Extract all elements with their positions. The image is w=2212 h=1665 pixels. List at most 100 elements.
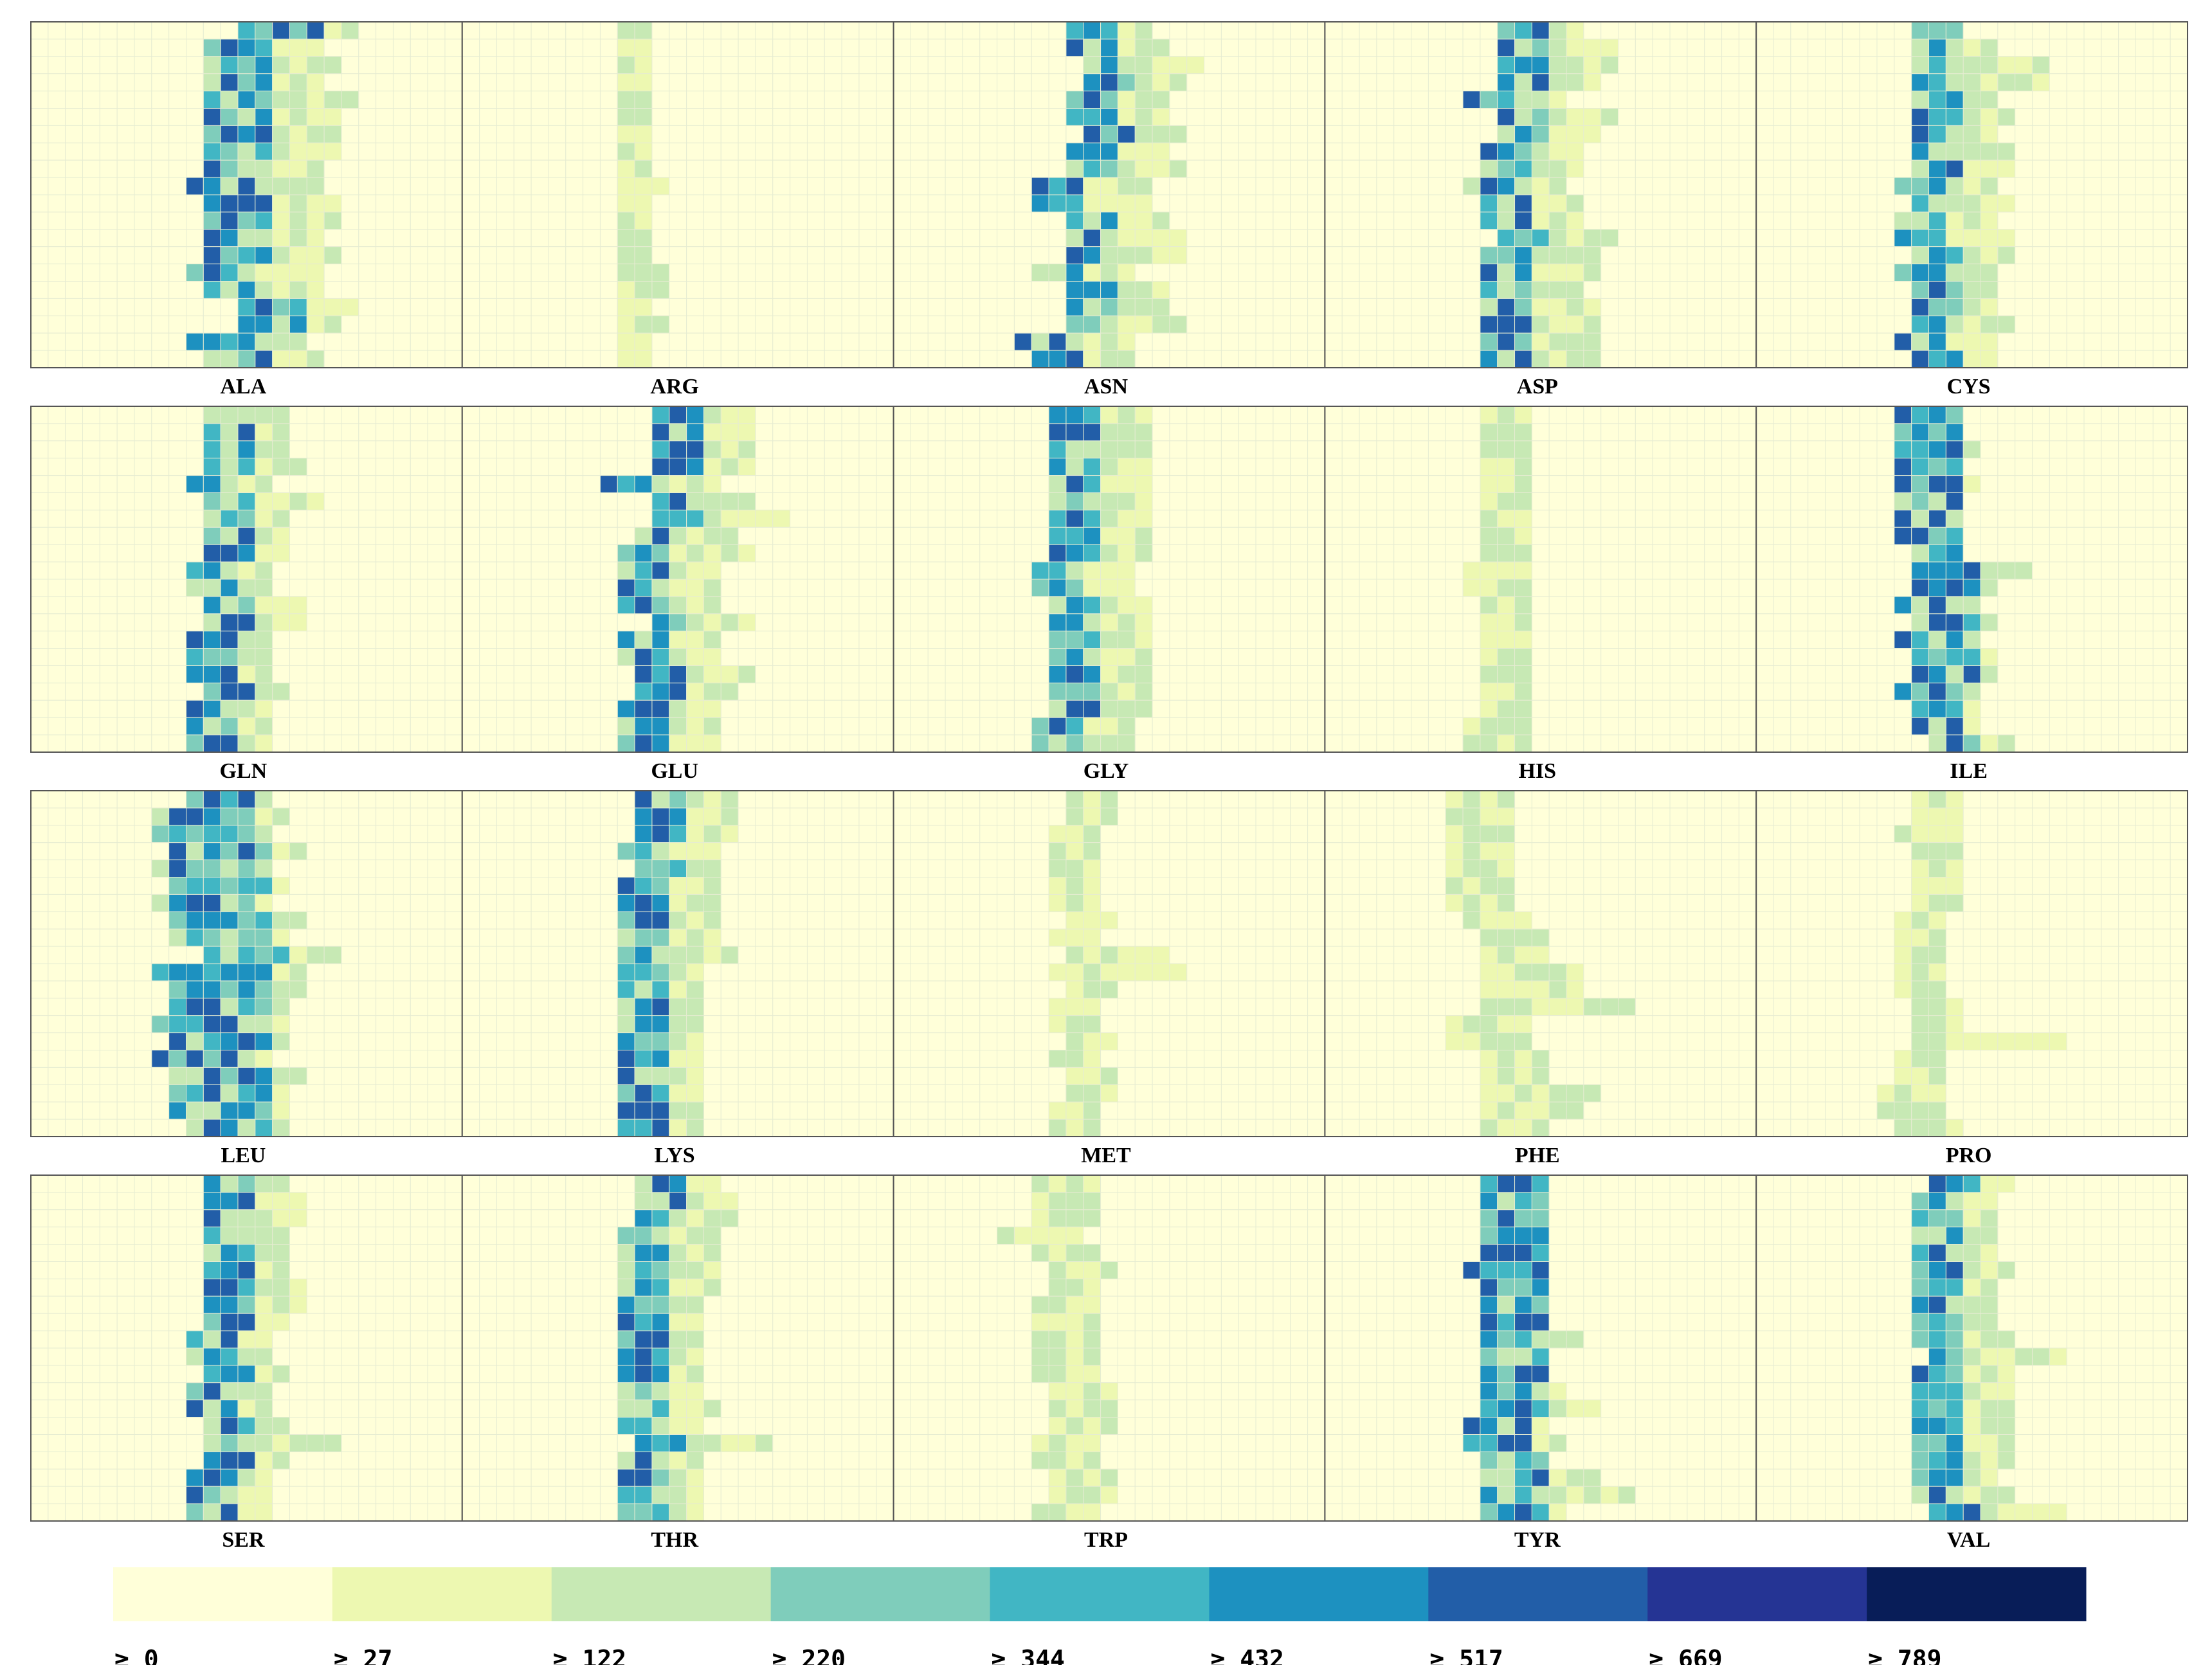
heatmap-cell [1859,229,1878,248]
heatmap-cell [790,406,808,424]
heatmap-cell [1031,526,1049,545]
heatmap-cell [1462,177,1481,195]
heatmap-cell [841,458,860,476]
heatmap-cell [65,475,83,493]
heatmap-cell [945,91,963,109]
heatmap-cell [444,682,463,701]
heatmap-cell [479,613,497,632]
heatmap-cell [1376,281,1395,299]
heatmap-cell [1790,579,1809,597]
heatmap-cell [1876,159,1895,178]
heatmap-cell [513,699,532,718]
heatmap-cell [203,596,221,615]
heatmap-cell [790,596,808,615]
heatmap-cell [306,212,325,230]
heatmap-cell [1376,734,1395,753]
heatmap-cell [824,281,842,299]
heatmap-cell [323,194,342,213]
heatmap-cell [392,440,411,459]
heatmap-cell [927,177,946,195]
heatmap-cell [1100,613,1118,632]
heatmap-cell [1204,56,1222,75]
heatmap-cell [341,613,359,632]
heatmap-cell [2101,108,2119,126]
heatmap-cell [1773,56,1791,75]
heatmap-cell [1928,298,1946,316]
heatmap-cell [1393,125,1412,143]
heatmap-cell [82,475,100,493]
heatmap-cell [99,613,118,632]
heatmap-cell [1997,194,2016,213]
heatmap-cell [530,229,549,248]
heatmap-cell [703,194,721,213]
heatmap-cell [1290,579,1309,597]
heatmap-cell [599,458,618,476]
heatmap-cell [306,423,325,442]
heatmap-cell [1273,699,1291,718]
heatmap-cell [1808,56,1826,75]
heatmap-cell [1687,125,1705,143]
heatmap-cell [1445,631,1464,649]
heatmap-cell [1687,91,1705,109]
heatmap-cell [1273,212,1291,230]
heatmap-cell [1152,475,1170,493]
heatmap-cell [1204,39,1222,57]
heatmap-cell [392,734,411,753]
heatmap-cell [48,475,66,493]
heatmap-cell [599,440,618,459]
heatmap-cell [1013,142,1032,161]
heatmap-cell [289,264,307,282]
heatmap-cell [2152,423,2171,442]
heatmap-cell [1514,475,1532,493]
heatmap-cell [1083,21,1101,40]
heatmap-cell [755,298,774,316]
heatmap-cell [1911,194,1930,213]
heatmap-cell [1790,212,1809,230]
heatmap-cell [858,544,877,562]
heatmap-cell [65,596,83,615]
heatmap-cell [910,509,929,528]
heatmap-cell [1480,21,1498,40]
heatmap-cell [1531,475,1550,493]
heatmap-cell [979,298,998,316]
heatmap-cell [1755,561,1774,580]
heatmap-cell [1704,159,1723,178]
heatmap-cell [738,458,756,476]
heatmap-cell [2101,613,2119,632]
heatmap-cell [1376,406,1395,424]
heatmap-cell [1307,648,1325,666]
heatmap-cell [548,665,567,683]
heatmap-cell [376,142,394,161]
heatmap-cell [272,613,290,632]
heatmap-cell [790,526,808,545]
heatmap-cell [1341,544,1360,562]
heatmap-cell [824,561,842,580]
heatmap-cell [1600,613,1619,632]
heatmap-cell [1600,596,1619,615]
heatmap-cell [2170,315,2188,334]
heatmap-cell [1704,631,1723,649]
heatmap-cell [1669,596,1688,615]
heatmap-cell [65,406,83,424]
heatmap-cell [1445,229,1464,248]
heatmap-cell [99,509,118,528]
heatmap-cell [583,631,601,649]
heatmap-cell [48,526,66,545]
heatmap-cell [2118,526,2136,545]
heatmap-cell [289,579,307,597]
heatmap-cell [306,177,325,195]
heatmap-cell [376,579,394,597]
heatmap-cell [1876,561,1895,580]
heatmap-cell [669,159,687,178]
heatmap-cell [962,212,981,230]
heatmap-cell [1065,648,1084,666]
heatmap-cell [168,39,186,57]
heatmap-cell [962,631,981,649]
heatmap-cell [392,492,411,510]
heatmap-cell [1755,440,1774,459]
heatmap-cell [1255,281,1274,299]
heatmap-cell [1169,281,1188,299]
heatmap-cell [945,509,963,528]
heatmap-cell [979,458,998,476]
heatmap-cell [599,21,618,40]
